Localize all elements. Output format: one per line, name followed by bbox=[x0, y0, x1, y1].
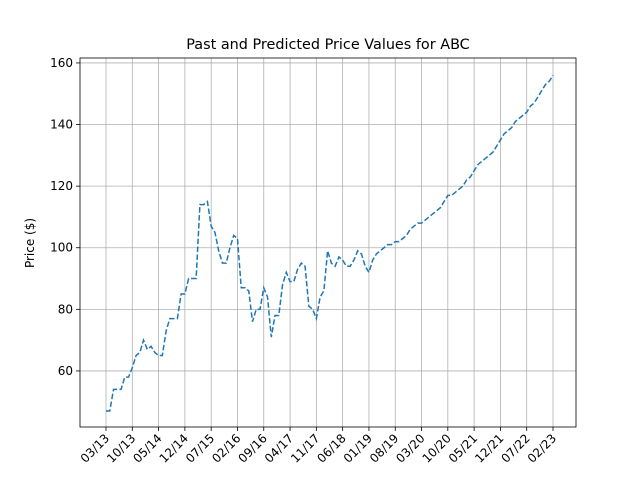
x-tick-label: 10/13 bbox=[104, 431, 138, 465]
x-tick-label: 05/21 bbox=[446, 431, 480, 465]
x-tick-label: 03/20 bbox=[393, 431, 427, 465]
y-tick-label: 120 bbox=[50, 179, 73, 193]
x-tick-label: 04/17 bbox=[262, 431, 296, 465]
x-tick-label: 03/13 bbox=[78, 431, 112, 465]
x-tick-label: 11/17 bbox=[288, 431, 322, 465]
x-tick-label: 12/21 bbox=[472, 431, 506, 465]
x-tick-label: 01/19 bbox=[341, 431, 375, 465]
x-tick-label: 05/14 bbox=[130, 431, 164, 465]
x-tick-label: 02/23 bbox=[525, 431, 559, 465]
y-tick-label: 140 bbox=[50, 118, 73, 132]
x-tick-label: 09/16 bbox=[236, 431, 270, 465]
y-axis-label: Price ($) bbox=[23, 218, 37, 268]
x-tick-label: 12/14 bbox=[157, 431, 191, 465]
x-tick-label: 02/16 bbox=[209, 431, 243, 465]
price-line bbox=[106, 74, 554, 412]
chart-title: Past and Predicted Price Values for ABC bbox=[186, 37, 469, 53]
x-tick-label: 08/19 bbox=[367, 431, 401, 465]
y-tick-label: 60 bbox=[58, 364, 73, 378]
y-tick-label: 80 bbox=[58, 302, 73, 316]
plot-frame bbox=[79, 57, 577, 428]
x-tick-label: 07/22 bbox=[498, 431, 532, 465]
x-tick-label: 07/15 bbox=[183, 431, 217, 465]
x-tick-label: 10/20 bbox=[420, 431, 454, 465]
x-tick-label: 06/18 bbox=[314, 431, 348, 465]
y-tick-label: 160 bbox=[50, 56, 73, 70]
y-tick-label: 100 bbox=[50, 241, 73, 255]
